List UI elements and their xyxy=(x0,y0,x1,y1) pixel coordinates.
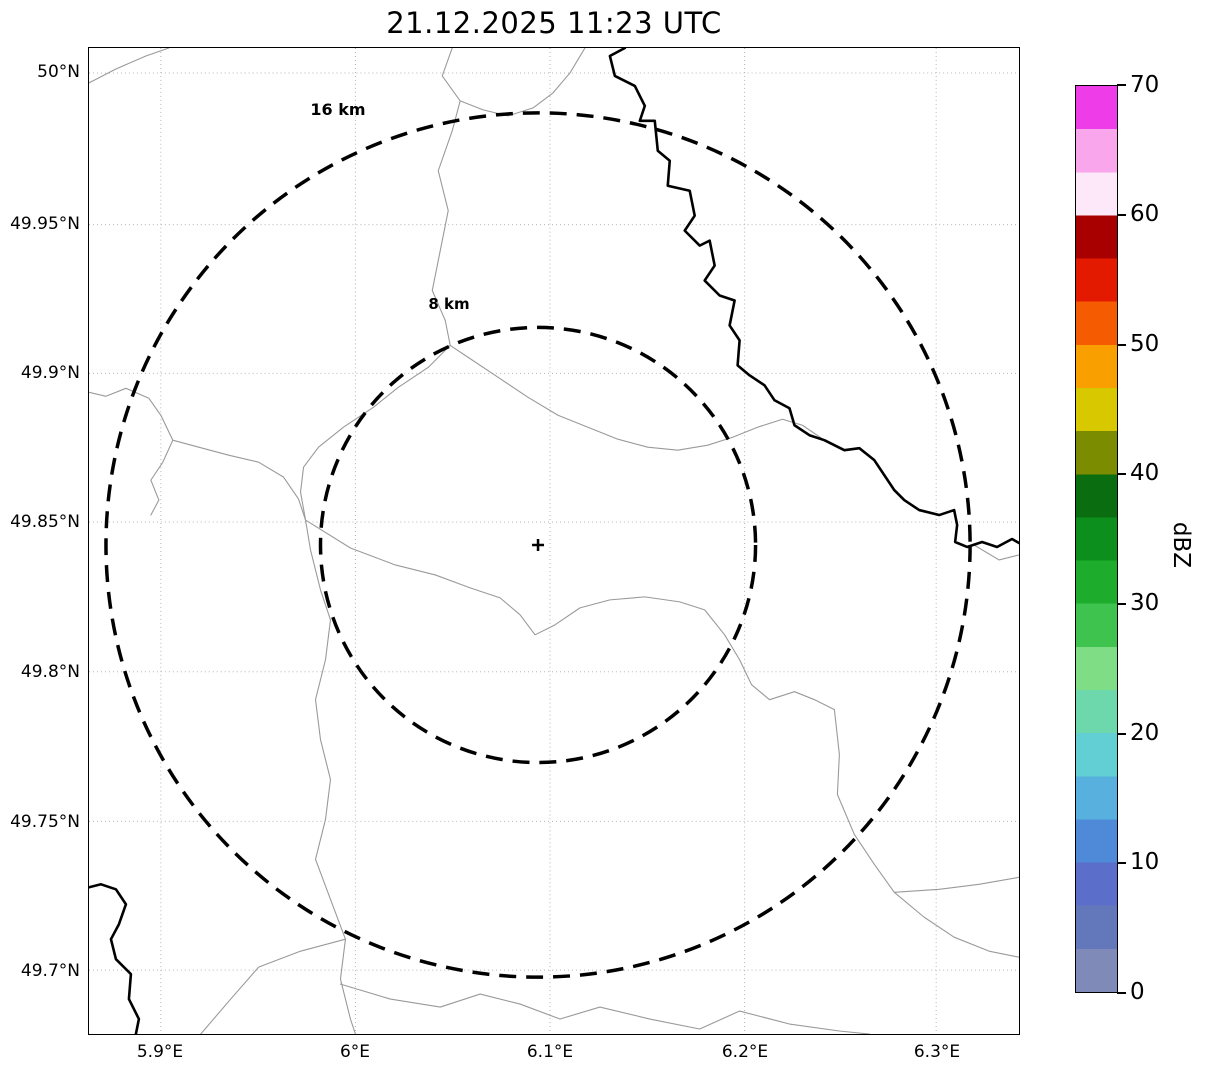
y-tick-label: 50°N xyxy=(37,62,80,82)
x-tick-label: 6°E xyxy=(339,1042,371,1062)
y-tick-label: 49.75°N xyxy=(10,812,80,832)
colorbar-tick xyxy=(1117,992,1126,994)
y-tick-label: 49.85°N xyxy=(10,512,80,532)
x-tick-label: 6.3°E xyxy=(913,1042,961,1062)
y-tick-label: 49.8°N xyxy=(20,662,80,682)
y-tick-label: 49.9°N xyxy=(20,363,80,383)
colorbar-tick-label: 70 xyxy=(1130,72,1160,98)
radar-center-marker xyxy=(532,539,545,551)
colorbar-tick-label: 30 xyxy=(1130,590,1160,616)
river-border xyxy=(89,48,1019,1034)
colorbar xyxy=(1075,85,1118,993)
admin-boundaries xyxy=(89,48,1019,1034)
colorbar-tick xyxy=(1117,603,1126,605)
colorbar-tick-label: 10 xyxy=(1130,849,1160,875)
colorbar-tick xyxy=(1117,862,1126,864)
map-canvas: 16 km 8 km xyxy=(88,47,1020,1035)
colorbar-tick xyxy=(1117,214,1126,216)
colorbar-tick-label: 60 xyxy=(1130,201,1160,227)
colorbar-tick-label: 0 xyxy=(1130,979,1145,1005)
colorbar-unit-label: dBZ xyxy=(1168,521,1194,569)
range-ring-label-16km: 16 km xyxy=(310,100,366,119)
x-tick-label: 5.9°E xyxy=(136,1042,184,1062)
colorbar-tick-label: 40 xyxy=(1130,460,1160,486)
colorbar-tick xyxy=(1117,733,1126,735)
x-tick-label: 6.2°E xyxy=(721,1042,769,1062)
y-tick-label: 49.95°N xyxy=(10,214,80,234)
range-ring-label-8km: 8 km xyxy=(428,295,470,313)
map-svg xyxy=(89,48,1019,1034)
colorbar-tick-label: 20 xyxy=(1130,720,1160,746)
colorbar-tick xyxy=(1117,84,1126,86)
figure-title: 21.12.2025 11:23 UTC xyxy=(386,6,722,40)
colorbar-gradient xyxy=(1076,86,1117,992)
grid-lines xyxy=(89,48,1019,1034)
colorbar-tick xyxy=(1117,473,1126,475)
x-tick-label: 6.1°E xyxy=(526,1042,574,1062)
colorbar-tick xyxy=(1117,344,1126,346)
y-tick-label: 49.7°N xyxy=(20,961,80,981)
colorbar-tick-label: 50 xyxy=(1130,331,1160,357)
